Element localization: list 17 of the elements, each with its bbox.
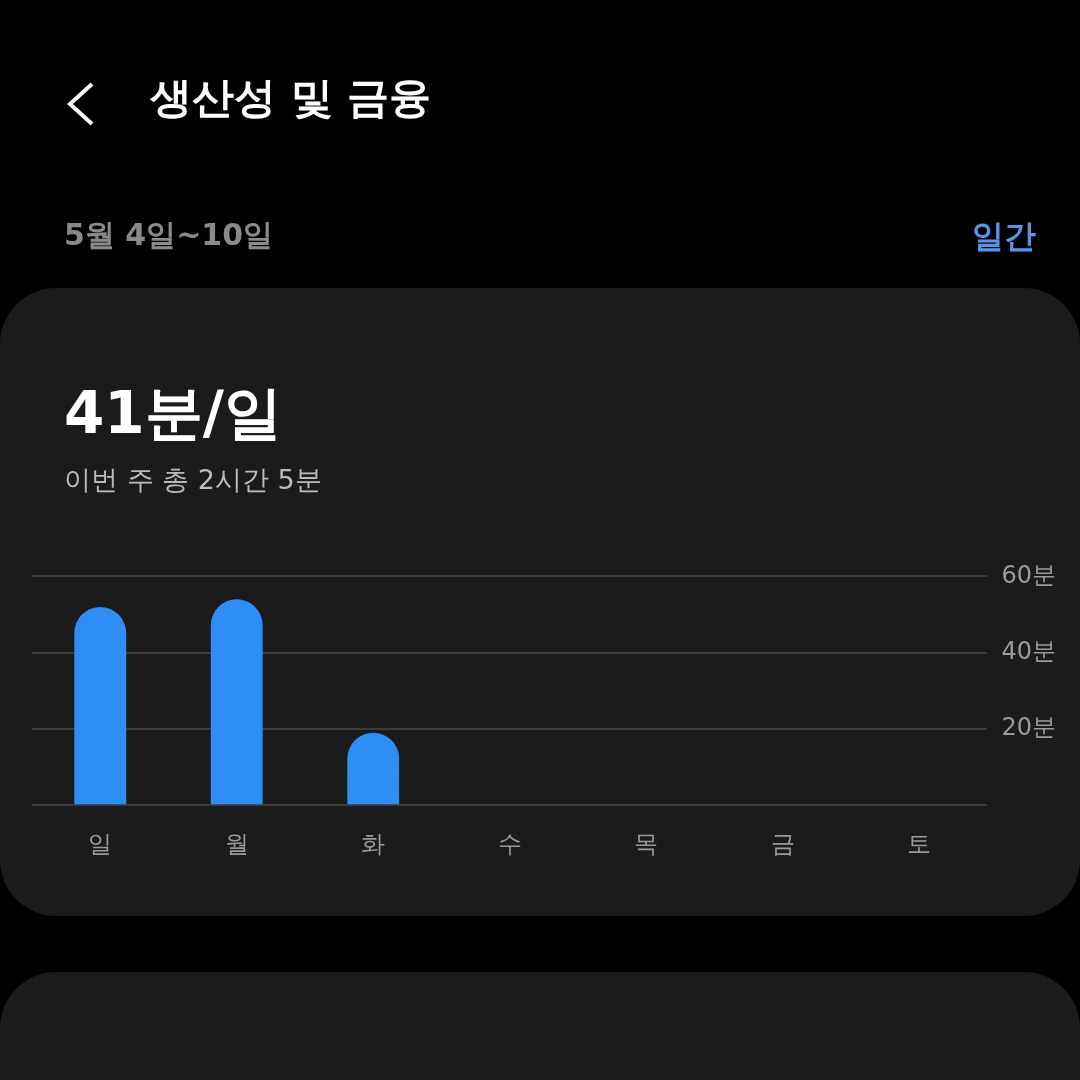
x-tick-label: 토	[907, 829, 932, 858]
x-tick-label: 일	[88, 829, 113, 858]
x-tick-label: 목	[634, 829, 659, 858]
text: 일간	[972, 216, 1036, 257]
x-tick-label: 월	[224, 829, 249, 858]
text: 이번 주 총 2시간 5분	[64, 463, 322, 497]
x-tick-label: 금	[770, 829, 795, 858]
chart-title: 생산성 및 금융	[150, 72, 432, 124]
y-tick-label: 40분	[1001, 636, 1057, 665]
chart-subtitle: 5월 4일~10일	[64, 216, 274, 254]
y-tick-label: 60분	[1001, 560, 1057, 589]
x-tick-label: 화	[361, 829, 386, 858]
text: 41분/일	[64, 378, 282, 449]
bar	[74, 606, 127, 805]
y-tick-label: 20분	[1001, 713, 1057, 742]
bar	[210, 599, 263, 805]
x-tick-label: 수	[497, 829, 522, 858]
